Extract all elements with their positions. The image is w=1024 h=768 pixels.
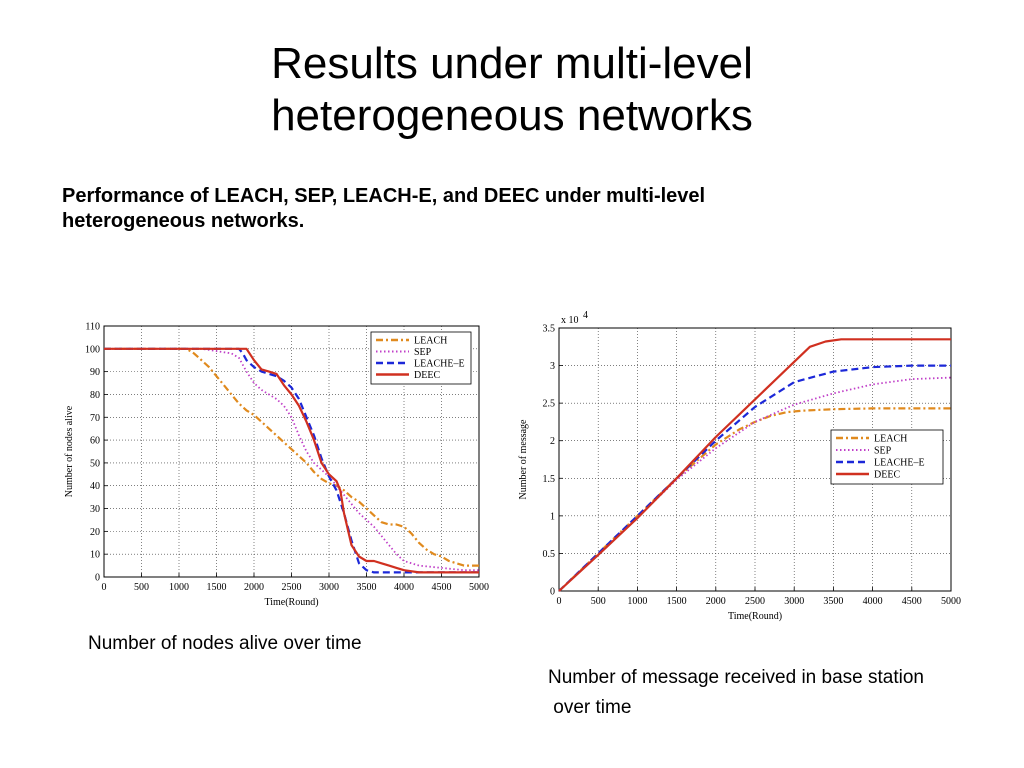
x-tick-label: 3000 bbox=[319, 582, 339, 593]
x-tick-label: 4500 bbox=[432, 582, 452, 593]
x-tick-label: 1000 bbox=[627, 596, 647, 607]
caption-messages-line-2: over time bbox=[548, 697, 632, 718]
x-tick-label: 500 bbox=[134, 582, 149, 593]
x-tick-label: 0 bbox=[102, 582, 107, 593]
legend-label-leache_e: LEACHE–E bbox=[414, 359, 465, 370]
x-tick-label: 4000 bbox=[394, 582, 414, 593]
series-line-leach bbox=[104, 347, 479, 567]
legend-label-leach: LEACH bbox=[874, 434, 907, 445]
y-tick-label: 110 bbox=[85, 322, 100, 333]
caption-messages: Number of message received in base stati… bbox=[548, 663, 1018, 723]
x-tick-label: 3500 bbox=[357, 582, 377, 593]
x-tick-label: 2500 bbox=[745, 596, 765, 607]
y-tick-label: 70 bbox=[90, 413, 100, 424]
caption-messages-line-1: Number of message received in base stati… bbox=[548, 667, 924, 688]
y-tick-label: 1.5 bbox=[543, 474, 556, 485]
y-tick-label: 0.5 bbox=[543, 549, 556, 560]
y-tick-label: 0 bbox=[95, 573, 100, 584]
legend-label-sep: SEP bbox=[414, 347, 432, 358]
messages-chart: 0 500 1000 1500 2000 2500 3000 3500 4000 4500 5000… bbox=[512, 310, 962, 630]
caption-nodes-alive: Number of nodes alive over time bbox=[88, 633, 362, 654]
legend-label-sep: SEP bbox=[874, 446, 892, 457]
x-axis-label: Time(Round) bbox=[264, 597, 318, 608]
slide-subtitle-line-1: Performance of LEACH, SEP, LEACH-E, and … bbox=[62, 185, 706, 207]
y-tick-label: 80 bbox=[90, 390, 100, 401]
nodes-alive-chart: 0 500 1000 1500 2000 2500 3000 3500 4000 4500 5000… bbox=[58, 314, 498, 614]
slide-title-line-2: heterogeneous networks bbox=[271, 91, 753, 140]
series-line-leache_e bbox=[558, 364, 951, 592]
slide-subtitle-line-2: heterogeneous networks. bbox=[62, 210, 305, 232]
slide-title-line-1: Results under multi-level bbox=[271, 39, 753, 88]
y-tick-label: 60 bbox=[90, 436, 100, 447]
x-tick-label: 3500 bbox=[823, 596, 843, 607]
x-tick-label: 2000 bbox=[244, 582, 264, 593]
y-tick-label: 90 bbox=[90, 367, 100, 378]
series-line-leach bbox=[558, 407, 951, 592]
y-axis-label: Number of nodes alive bbox=[64, 405, 75, 497]
x-tick-label: 3000 bbox=[784, 596, 804, 607]
nodes-alive-plot: 0 500 1000 1500 2000 2500 3000 3500 4000 4500 5000… bbox=[64, 322, 489, 609]
x-tick-label: 1000 bbox=[169, 582, 189, 593]
y-tick-label: 2.5 bbox=[543, 399, 556, 410]
plot-frame bbox=[103, 325, 480, 578]
series-line-leache_e bbox=[104, 347, 479, 574]
y-tick-label: 1 bbox=[550, 511, 555, 522]
slide-subtitle: Performance of LEACH, SEP, LEACH-E, and … bbox=[62, 184, 902, 234]
y-tick-label: 0 bbox=[550, 587, 555, 598]
x-tick-label: 1500 bbox=[667, 596, 687, 607]
y-tick-label: 2 bbox=[550, 436, 555, 447]
axis-scale-exponent: 4 bbox=[583, 310, 588, 321]
y-tick-label: 3 bbox=[550, 361, 555, 372]
y-tick-label: 3.5 bbox=[543, 324, 556, 335]
series-line-deec bbox=[558, 338, 951, 592]
series-line-sep bbox=[104, 347, 479, 572]
y-tick-label: 30 bbox=[90, 504, 100, 515]
x-tick-label: 0 bbox=[557, 596, 562, 607]
slide-title: Results under multi-level heterogeneous … bbox=[0, 38, 1024, 142]
y-tick-label: 100 bbox=[85, 344, 100, 355]
legend-label-deec: DEEC bbox=[414, 370, 440, 381]
x-tick-label: 5000 bbox=[469, 582, 489, 593]
x-tick-label: 4000 bbox=[863, 596, 883, 607]
x-tick-label: 4500 bbox=[902, 596, 922, 607]
y-tick-label: 50 bbox=[90, 458, 100, 469]
legend-label-leach: LEACH bbox=[414, 336, 447, 347]
y-axis-label: Number of message bbox=[518, 419, 529, 500]
legend-label-deec: DEEC bbox=[874, 470, 900, 481]
legend-label-leache_e: LEACHE–E bbox=[874, 458, 925, 469]
x-axis-label: Time(Round) bbox=[728, 611, 782, 622]
y-tick-label: 20 bbox=[90, 527, 100, 538]
x-tick-label: 5000 bbox=[941, 596, 961, 607]
plot-frame bbox=[558, 327, 952, 592]
x-tick-label: 1500 bbox=[207, 582, 227, 593]
series-line-deec bbox=[104, 347, 479, 574]
axis-scale-note: x 10 bbox=[561, 315, 579, 326]
x-tick-label: 500 bbox=[591, 596, 606, 607]
messages-plot: 0 500 1000 1500 2000 2500 3000 3500 4000 4500 5000… bbox=[518, 310, 961, 622]
y-tick-label: 40 bbox=[90, 481, 100, 492]
y-tick-label: 10 bbox=[90, 550, 100, 561]
x-tick-label: 2000 bbox=[706, 596, 726, 607]
x-tick-label: 2500 bbox=[282, 582, 302, 593]
